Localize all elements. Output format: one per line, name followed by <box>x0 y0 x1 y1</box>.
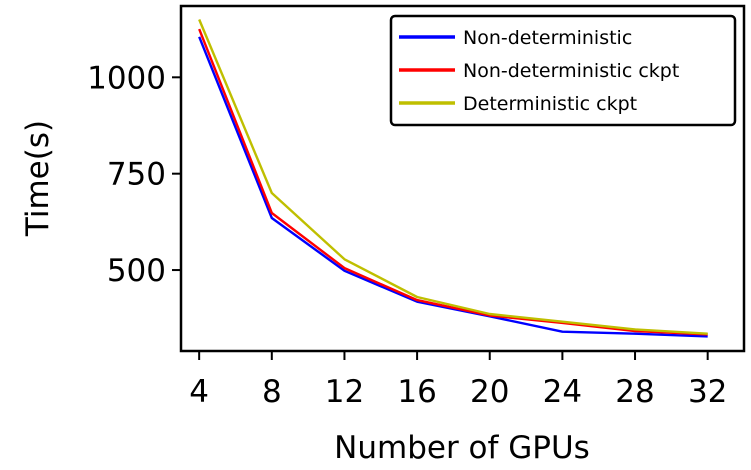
y-tick-label: 1000 <box>87 60 166 96</box>
x-tick-label: 16 <box>397 374 436 410</box>
y-axis-label: Time(s) <box>20 120 56 237</box>
plot-frame <box>179 4 746 353</box>
legend-label-1: Non-deterministic <box>463 27 632 49</box>
x-tick-label: 8 <box>262 374 282 410</box>
x-axis: 4 8 12 16 20 24 28 32 <box>189 351 727 410</box>
x-tick-label: 28 <box>615 374 654 410</box>
legend: Non-deterministic Non-deterministic ckpt D… <box>389 14 737 127</box>
legend-label-2: Non-deterministic ckpt <box>463 60 679 82</box>
x-tick-label: 24 <box>543 374 582 410</box>
x-axis-label: Number of GPUs <box>334 430 590 466</box>
y-tick-label: 500 <box>107 253 166 289</box>
x-tick-label: 20 <box>470 374 509 410</box>
legend-box <box>389 14 737 127</box>
series-line-2 <box>198 28 708 336</box>
y-axis: 500 750 1000 <box>87 60 181 289</box>
plot-lines <box>198 19 708 338</box>
series-line-3 <box>198 19 708 335</box>
legend-label-3: Deterministic ckpt <box>463 93 637 115</box>
y-tick-label: 750 <box>107 157 166 193</box>
x-tick-label: 4 <box>189 374 209 410</box>
x-tick-label: 32 <box>688 374 727 410</box>
x-tick-label: 12 <box>325 374 364 410</box>
